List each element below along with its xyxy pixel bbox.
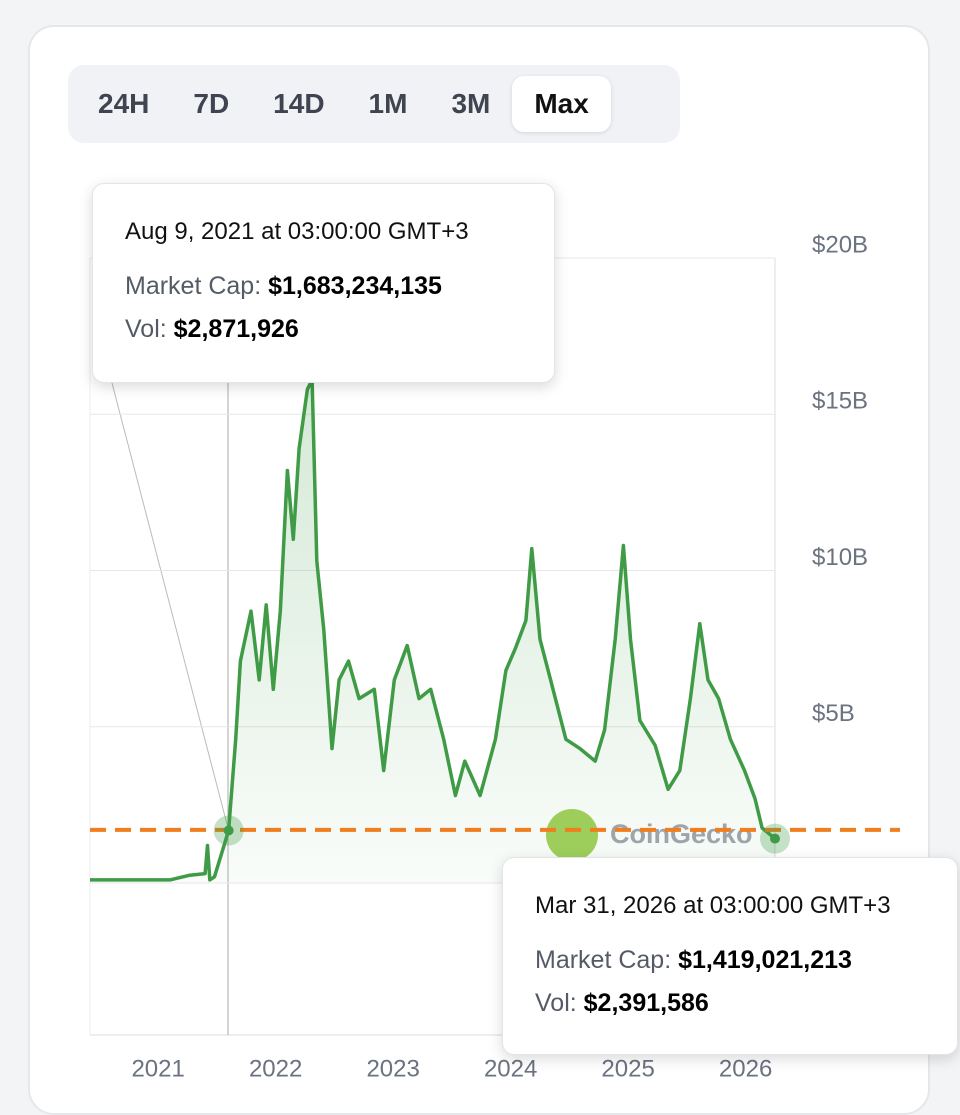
range-tab[interactable]: 1M — [368, 88, 408, 119]
highlight-point — [223, 825, 234, 836]
y-tick-label: $20B — [812, 231, 868, 258]
x-tick-label: 2021 — [131, 1055, 184, 1082]
tooltip-row: Vol: $2,391,586 — [535, 989, 925, 1018]
value: $1,419,021,213 — [678, 946, 852, 974]
y-tick-label: $15B — [812, 388, 868, 415]
x-tick-label: 2026 — [719, 1055, 772, 1082]
x-tick-label: 2024 — [484, 1055, 537, 1082]
range-tab[interactable]: Max — [512, 76, 611, 132]
range-tab[interactable]: 24H — [98, 88, 150, 119]
tooltip: Aug 9, 2021 at 03:00:00 GMT+3 Market Cap… — [92, 183, 555, 383]
value: $1,683,234,135 — [268, 272, 442, 300]
tooltip-date: Aug 9, 2021 at 03:00:00 GMT+3 — [125, 218, 469, 245]
range-tab[interactable]: 14D — [273, 88, 325, 119]
x-tick-label: 2022 — [249, 1055, 302, 1082]
tooltip-date: Mar 31, 2026 at 03:00:00 GMT+3 — [535, 892, 891, 919]
tooltip-pointer — [111, 382, 229, 829]
line — [90, 378, 777, 882]
x-tick-label: 2025 — [601, 1055, 654, 1082]
range-tab[interactable]: 3M — [451, 88, 491, 119]
label: Market Cap: — [535, 946, 672, 974]
y-tick-label: $10B — [812, 544, 868, 571]
tooltip-row: Market Cap: $1,419,021,213 — [535, 946, 925, 975]
x-tick-label: 2023 — [366, 1055, 419, 1082]
value: $2,391,586 — [583, 989, 709, 1017]
label: Market Cap: — [125, 272, 262, 300]
highlight-point — [770, 833, 780, 844]
range-tabs: 24H 7D 14D 1M 3M Max — [68, 65, 680, 143]
y-tick-label: $5B — [812, 700, 855, 727]
label: Vol: — [535, 989, 577, 1017]
tooltip-row: Market Cap: $1,683,234,135 — [125, 272, 522, 301]
area — [90, 379, 775, 883]
tooltip: Mar 31, 2026 at 03:00:00 GMT+3 Market Ca… — [502, 857, 958, 1055]
value: $2,871,926 — [173, 315, 299, 343]
tooltip-row: Vol: $2,871,926 — [125, 315, 522, 344]
label: Vol: — [125, 315, 167, 343]
range-tab[interactable]: 7D — [193, 88, 230, 119]
